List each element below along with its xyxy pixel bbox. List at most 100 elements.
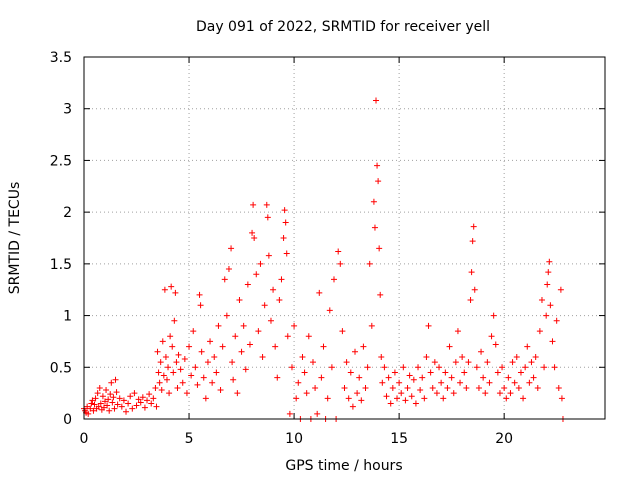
data-point: [448, 374, 455, 381]
data-point: [501, 384, 508, 391]
data-point: [544, 281, 551, 288]
data-point: [249, 229, 256, 236]
data-point: [546, 258, 553, 265]
data-point: [515, 384, 522, 391]
data-point: [438, 379, 445, 386]
data-point: [264, 214, 271, 221]
data-point: [196, 291, 203, 298]
data-point: [433, 390, 440, 397]
data-point: [475, 384, 482, 391]
data-point: [181, 356, 188, 363]
data-point: [202, 395, 209, 402]
data-point: [172, 289, 179, 296]
data-point: [238, 348, 245, 355]
data-point: [551, 364, 558, 371]
data-point: [253, 271, 260, 278]
data-point: [303, 390, 310, 397]
data-point: [286, 410, 293, 417]
data-point: [288, 364, 295, 371]
data-point: [330, 276, 337, 283]
data-point: [159, 338, 166, 345]
data-point: [486, 379, 493, 386]
data-point: [139, 394, 146, 401]
data-point: [197, 302, 204, 309]
data-point: [112, 376, 119, 383]
data-point: [463, 384, 470, 391]
data-point: [558, 395, 565, 402]
data-point: [316, 289, 323, 296]
data-point: [305, 333, 312, 340]
data-point: [503, 395, 510, 402]
data-point: [153, 403, 160, 410]
data-point: [144, 397, 151, 404]
data-point: [349, 403, 356, 410]
data-point: [419, 374, 426, 381]
data-point: [528, 359, 535, 366]
data-point: [170, 369, 177, 376]
data-point: [326, 307, 333, 314]
data-point: [168, 283, 175, 290]
data-point: [299, 353, 306, 360]
data-point: [107, 391, 114, 398]
data-point: [213, 369, 220, 376]
data-point: [541, 364, 548, 371]
data-point: [165, 364, 172, 371]
data-point: [467, 297, 474, 304]
data-point: [385, 374, 392, 381]
data-point: [111, 405, 118, 412]
data-point: [291, 322, 298, 329]
data-point: [362, 384, 369, 391]
data-point: [379, 379, 386, 386]
data-point: [209, 379, 216, 386]
data-point: [94, 390, 101, 397]
data-point: [538, 297, 545, 304]
data-point: [155, 369, 162, 376]
y-tick-label: 3: [63, 102, 72, 118]
data-point: [374, 162, 381, 169]
data-point: [465, 359, 472, 366]
data-point: [360, 343, 367, 350]
data-point: [345, 395, 352, 402]
data-point: [364, 364, 371, 371]
data-point: [469, 238, 476, 245]
y-tick-label: 0: [63, 412, 72, 428]
data-point: [250, 201, 257, 208]
data-point: [89, 397, 96, 404]
data-point: [356, 374, 363, 381]
data-point: [177, 366, 184, 373]
data-point: [482, 390, 489, 397]
data-point: [242, 366, 249, 373]
data-point: [318, 374, 325, 381]
data-point: [215, 322, 222, 329]
data-point: [236, 297, 243, 304]
y-tick-label: 2: [63, 205, 72, 221]
data-point: [457, 379, 464, 386]
data-point: [217, 387, 224, 394]
x-axis-title: GPS time / hours: [285, 458, 402, 474]
data-point: [154, 348, 161, 355]
data-point: [371, 224, 378, 231]
data-point: [396, 379, 403, 386]
data-point: [156, 379, 163, 386]
data-point: [511, 379, 518, 386]
data-point: [309, 359, 316, 366]
data-point: [520, 395, 527, 402]
data-point: [129, 405, 136, 412]
data-point: [85, 410, 92, 417]
data-point: [394, 395, 401, 402]
data-point: [555, 384, 562, 391]
data-point: [228, 245, 235, 252]
data-point: [553, 317, 560, 324]
data-point: [328, 364, 335, 371]
data-point: [378, 353, 385, 360]
data-point: [97, 400, 104, 407]
data-point: [408, 393, 415, 400]
x-tick-labels: 0 5 10 15 20: [80, 431, 514, 447]
data-point: [314, 410, 321, 417]
data-point: [320, 343, 327, 350]
data-point: [171, 317, 178, 324]
data-point: [104, 402, 111, 409]
data-point: [113, 389, 120, 396]
data-point: [412, 400, 419, 407]
